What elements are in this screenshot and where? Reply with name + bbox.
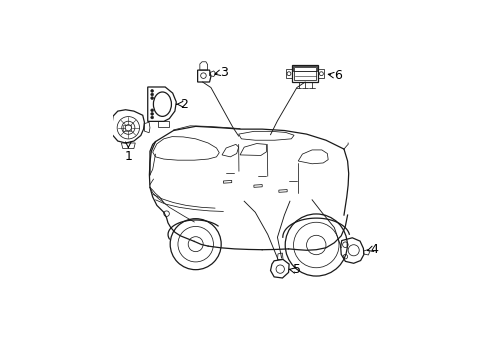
Circle shape	[151, 90, 153, 92]
Circle shape	[151, 93, 153, 96]
Text: 1: 1	[124, 150, 132, 163]
Text: 5: 5	[293, 264, 301, 276]
Text: 2: 2	[180, 98, 188, 111]
Text: 4: 4	[370, 243, 378, 256]
Circle shape	[151, 116, 153, 119]
Text: 3: 3	[220, 66, 228, 79]
Circle shape	[151, 112, 153, 115]
Circle shape	[151, 97, 153, 99]
Circle shape	[151, 109, 153, 112]
Text: 6: 6	[334, 68, 342, 82]
